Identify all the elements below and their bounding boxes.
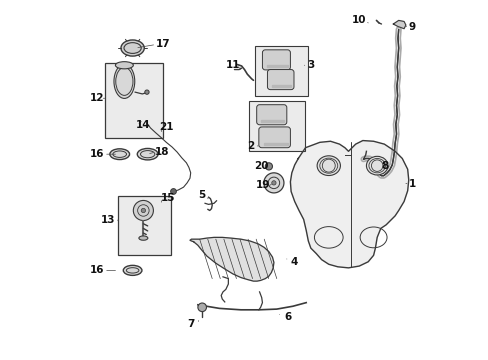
Text: 18: 18 bbox=[155, 147, 169, 157]
Text: 2: 2 bbox=[247, 141, 254, 151]
Polygon shape bbox=[271, 85, 290, 87]
Ellipse shape bbox=[114, 64, 135, 98]
Bar bbox=[118, 196, 171, 255]
Circle shape bbox=[133, 201, 153, 221]
Ellipse shape bbox=[137, 148, 158, 160]
Text: 8: 8 bbox=[381, 161, 388, 171]
Text: 14: 14 bbox=[136, 121, 150, 130]
Text: 17: 17 bbox=[155, 40, 170, 49]
Text: 5: 5 bbox=[198, 190, 204, 200]
Bar bbox=[254, 45, 307, 96]
Circle shape bbox=[144, 90, 149, 94]
Text: 7: 7 bbox=[187, 319, 195, 329]
Polygon shape bbox=[392, 21, 405, 29]
Polygon shape bbox=[263, 143, 287, 145]
Text: 10: 10 bbox=[351, 15, 366, 26]
Text: 6: 6 bbox=[284, 312, 290, 322]
Polygon shape bbox=[290, 140, 408, 268]
Polygon shape bbox=[261, 120, 284, 122]
Text: 11: 11 bbox=[225, 59, 240, 69]
Ellipse shape bbox=[121, 40, 144, 56]
Circle shape bbox=[170, 189, 176, 194]
Circle shape bbox=[271, 181, 276, 185]
FancyBboxPatch shape bbox=[262, 50, 290, 70]
Ellipse shape bbox=[123, 265, 142, 275]
Text: 15: 15 bbox=[161, 193, 175, 203]
Ellipse shape bbox=[317, 156, 340, 176]
Text: 4: 4 bbox=[290, 257, 297, 267]
Ellipse shape bbox=[110, 149, 129, 159]
Text: 20: 20 bbox=[254, 161, 268, 171]
Ellipse shape bbox=[366, 156, 387, 175]
Ellipse shape bbox=[139, 236, 147, 240]
FancyBboxPatch shape bbox=[256, 105, 286, 125]
Circle shape bbox=[141, 208, 145, 213]
Bar bbox=[105, 63, 163, 138]
FancyBboxPatch shape bbox=[258, 127, 290, 148]
Polygon shape bbox=[190, 237, 273, 281]
Text: 9: 9 bbox=[408, 22, 415, 32]
Circle shape bbox=[265, 163, 272, 170]
Text: 3: 3 bbox=[306, 60, 314, 70]
Text: 16: 16 bbox=[90, 149, 104, 159]
Text: 13: 13 bbox=[101, 215, 115, 225]
Text: 12: 12 bbox=[89, 93, 104, 103]
FancyBboxPatch shape bbox=[267, 69, 293, 90]
Text: 19: 19 bbox=[255, 180, 270, 190]
Text: 16: 16 bbox=[90, 265, 104, 275]
Text: 1: 1 bbox=[408, 179, 415, 189]
Text: 21: 21 bbox=[159, 122, 173, 132]
Circle shape bbox=[198, 303, 206, 312]
Ellipse shape bbox=[115, 62, 133, 69]
Bar bbox=[248, 101, 305, 150]
Polygon shape bbox=[266, 65, 287, 67]
Circle shape bbox=[264, 173, 284, 193]
